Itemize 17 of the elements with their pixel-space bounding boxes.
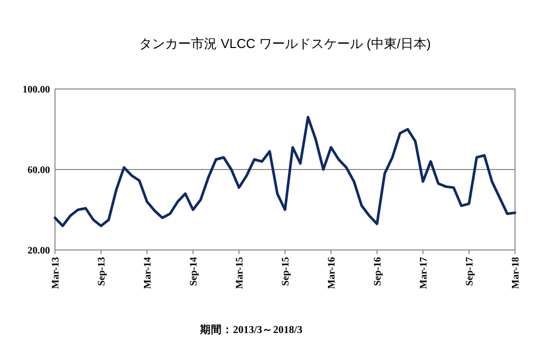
x-tick-label: Sep-17 [464, 257, 476, 286]
x-tick-label: Sep-15 [280, 257, 292, 286]
y-tick-label: 20.00 [28, 246, 50, 256]
chart-title: タンカー市況 VLCC ワールドスケール (中東/日本) [139, 36, 431, 51]
y-tick-label: 100.00 [22, 84, 50, 96]
text: 期間：2013/3～2018/3 [199, 323, 302, 336]
x-tick-label: Sep-16 [372, 257, 384, 286]
y-tick-label: 60.00 [28, 165, 50, 176]
x-tick-label: Mar-13 [50, 257, 62, 289]
x-tick-label: Sep-14 [188, 257, 200, 286]
x-tick-label: Mar-16 [326, 257, 338, 289]
x-tick-label: Mar-18 [510, 257, 522, 289]
x-tick-label: Sep-13 [96, 257, 108, 286]
x-tick-label: Mar-14 [142, 257, 154, 289]
line-series [54, 116, 516, 228]
x-tick-label: Mar-17 [418, 257, 430, 289]
x-tick-label: Mar-15 [234, 257, 246, 289]
